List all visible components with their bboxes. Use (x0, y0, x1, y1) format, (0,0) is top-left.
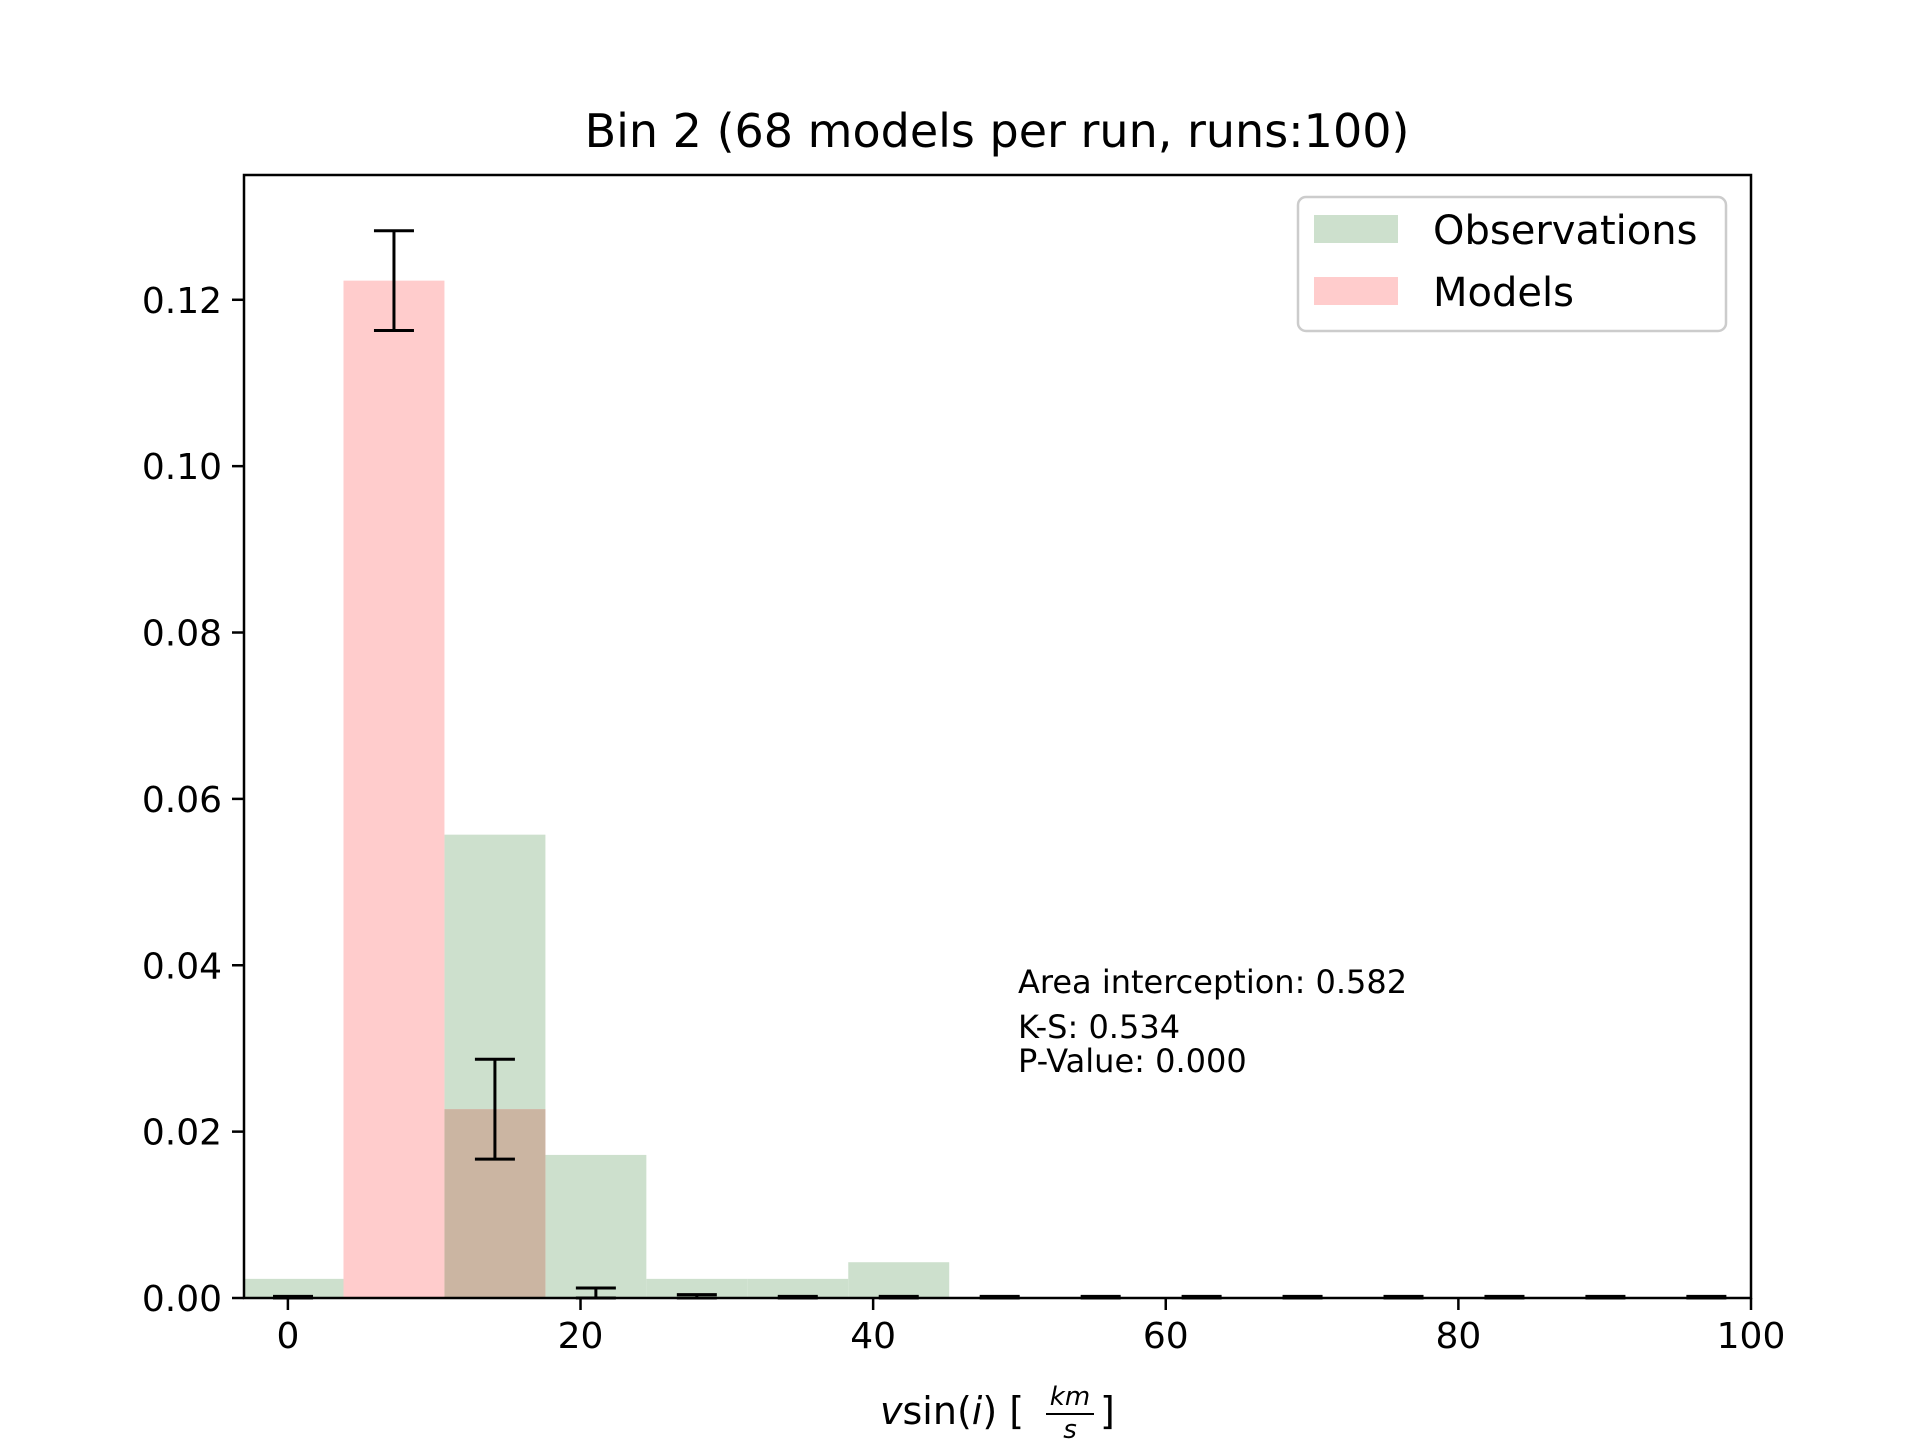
chart-title: Bin 2 (68 models per run, runs:100) (585, 104, 1410, 158)
bar-observations (244, 1278, 344, 1298)
x-tick-label: 40 (850, 1316, 896, 1357)
y-tick-label: 0.00 (142, 1279, 222, 1320)
legend-swatch-models (1314, 277, 1398, 305)
error-bar (474, 1057, 515, 1161)
annotation-pvalue: P-Value: 0.000 (1018, 1042, 1247, 1080)
svg-text:]: ] (1100, 1389, 1115, 1433)
legend-label-models: Models (1433, 270, 1574, 316)
stats-annotations: Area interception: 0.582 K-S: 0.534 P-Va… (1018, 963, 1407, 1080)
annotation-ks: K-S: 0.534 (1018, 1008, 1180, 1046)
bar-models (343, 280, 445, 1299)
svg-text:s: s (1063, 1415, 1077, 1440)
legend-box (1296, 195, 1728, 333)
x-axis-label: vsin(i) [ km s ] (880, 1382, 1115, 1440)
y-tick-label: 0.10 (142, 447, 222, 488)
annotation-area: Area interception: 0.582 (1018, 963, 1407, 1001)
y-tick-label: 0.08 (142, 614, 222, 655)
y-tick-label: 0.02 (142, 1113, 222, 1154)
x-tick-label: 20 (558, 1316, 604, 1357)
bar-observations (646, 1278, 748, 1298)
bar-observations (848, 1262, 950, 1298)
x-tick-label: 100 (1717, 1316, 1786, 1357)
x-tick-label: 60 (1143, 1316, 1189, 1357)
legend-label-observations: Observations (1433, 208, 1697, 254)
legend: Observations Models (1296, 195, 1728, 333)
bar-observations (747, 1278, 849, 1298)
plot-frame (242, 173, 1753, 1300)
y-tick-label: 0.06 (142, 780, 222, 821)
y-axis-ticks: 0.00 0.02 0.04 0.06 0.08 0.10 0.12 (142, 281, 244, 1320)
x-tick-label: 0 (276, 1316, 299, 1357)
legend-swatch-observations (1314, 215, 1398, 243)
svg-text:vsin(i) [: vsin(i) [ (880, 1389, 1024, 1433)
svg-text:km: km (1050, 1382, 1090, 1412)
x-tick-label: 80 (1435, 1316, 1481, 1357)
error-bar (373, 229, 414, 333)
y-tick-label: 0.12 (142, 281, 222, 322)
x-axis-ticks: 0 20 40 60 80 100 (276, 1298, 1785, 1357)
y-tick-label: 0.04 (142, 946, 222, 987)
bar-observations (545, 1154, 647, 1298)
